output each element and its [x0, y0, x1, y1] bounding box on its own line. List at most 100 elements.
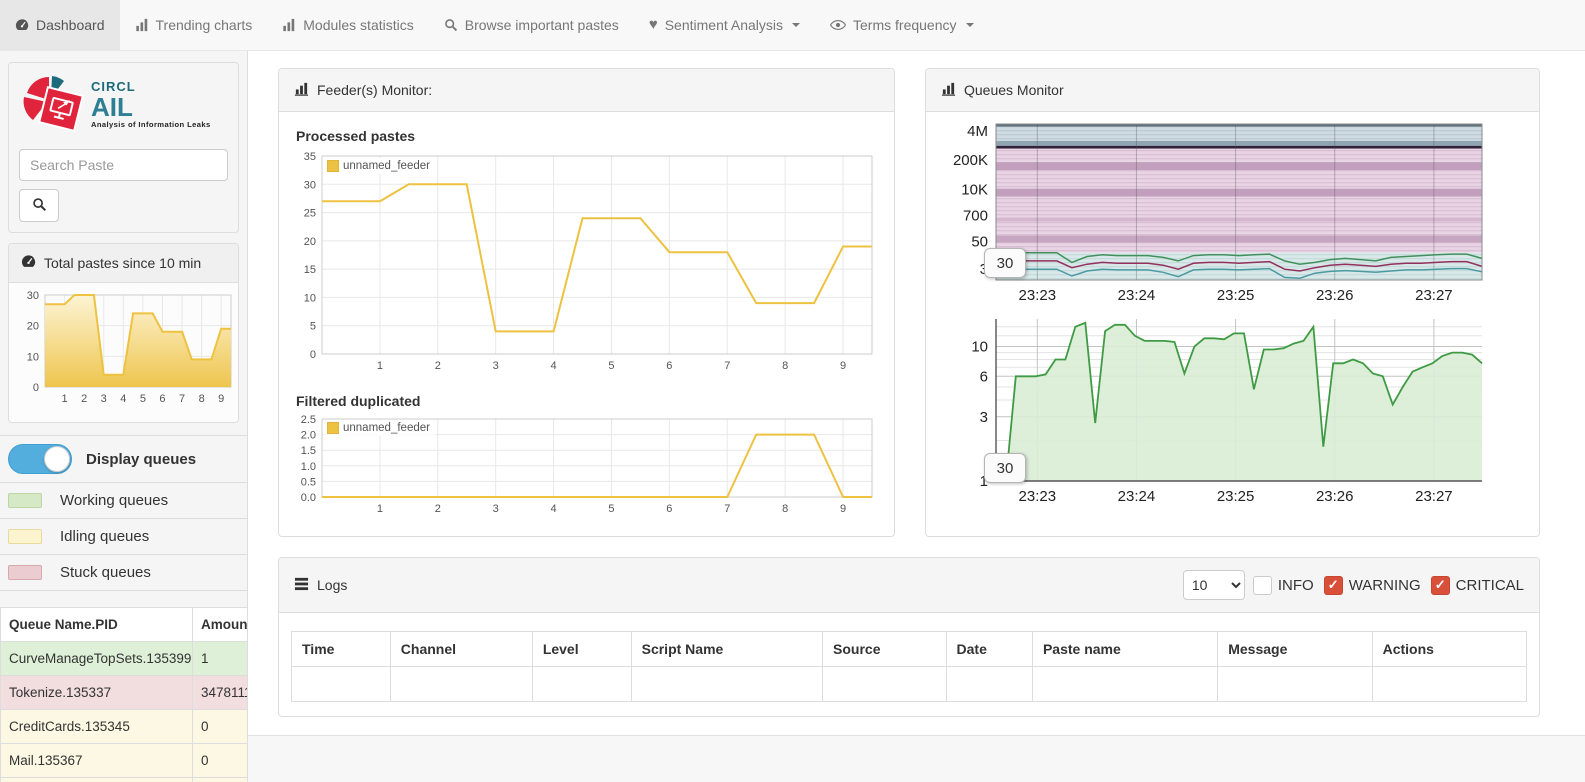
svg-text:10K: 10K: [961, 182, 988, 199]
logs-empty-cell: [389, 666, 533, 702]
logs-header-time: Time: [291, 631, 391, 667]
queue-name-cell: Tokenize.135337: [0, 675, 193, 710]
chevron-down-icon: [965, 23, 974, 27]
svg-text:1: 1: [62, 393, 68, 405]
filter-warning: ✓ WARNING: [1323, 575, 1421, 595]
queue-table-header-amount: Amount: [192, 607, 247, 642]
svg-text:2: 2: [435, 503, 441, 515]
svg-text:9: 9: [840, 503, 846, 515]
queue-row-tokenize-135337: Tokenize.135337 3478111: [0, 675, 247, 710]
svg-text:7: 7: [724, 503, 730, 515]
legend-swatch: [327, 422, 339, 434]
ail-logo: CIRCL AIL Analysis of Information Leaks: [19, 73, 228, 135]
brand-circl: CIRCL: [91, 78, 136, 94]
svg-text:23:23: 23:23: [1019, 287, 1057, 304]
queues-top-badge: 30: [984, 248, 1026, 278]
tachometer-icon: [21, 254, 36, 272]
logs-table-header-row: Time Channel Level Script Name Source Date Pas…: [291, 631, 1528, 667]
svg-text:2.5: 2.5: [301, 415, 316, 426]
svg-text:4: 4: [551, 360, 557, 372]
logs-header-paste-name: Paste name: [1031, 631, 1219, 667]
queues-panel-title: Queues Monitor: [964, 82, 1064, 98]
checkbox-warning[interactable]: ✓: [1323, 575, 1343, 595]
svg-text:2: 2: [81, 393, 87, 405]
svg-text:5: 5: [608, 503, 614, 515]
svg-text:23:24: 23:24: [1118, 287, 1156, 304]
svg-text:0: 0: [33, 382, 39, 394]
logs-empty-cell: [630, 666, 824, 702]
logs-level-filters: INFO ✓ WARNING ✓ CRITICAL: [1252, 575, 1524, 595]
svg-text:23:27: 23:27: [1415, 287, 1453, 304]
queue-row-curvemanagetopsets-135399: CurveManageTopSets.135399 1: [0, 641, 247, 676]
sidebar: CIRCL AIL Analysis of Information Leaks …: [0, 51, 248, 782]
filter-info: INFO: [1252, 575, 1314, 595]
nav-item-modules-statistics[interactable]: Modules statistics: [267, 0, 428, 50]
search-button[interactable]: [19, 189, 59, 222]
queue-name-cell: CreditCards.135345: [0, 709, 193, 744]
nav-item-label: Dashboard: [36, 17, 105, 33]
logs-header-actions: Actions: [1371, 631, 1528, 667]
queue-amount-cell: 0: [192, 777, 247, 782]
top-navbar: Dashboard Trending charts Modules statisti…: [0, 0, 1585, 51]
legend-item-stuck-queues: Stuck queues: [0, 555, 247, 591]
svg-text:4M: 4M: [967, 123, 988, 140]
logs-empty-cell: [1371, 666, 1528, 702]
svg-text:0.0: 0.0: [301, 492, 316, 504]
page-footer: [248, 735, 1585, 782]
logs-empty-cell: [291, 666, 391, 702]
svg-text:8: 8: [782, 503, 788, 515]
logs-header-message: Message: [1217, 631, 1373, 667]
nav-item-sentiment-analysis[interactable]: ♥ Sentiment Analysis: [634, 0, 815, 50]
nav-item-trending-charts[interactable]: Trending charts: [120, 0, 268, 50]
nav-item-label: Modules statistics: [303, 17, 414, 33]
search-paste-input[interactable]: [19, 149, 228, 181]
queue-row-mail-135367: Mail.135367 0: [0, 743, 247, 778]
svg-text:1: 1: [377, 503, 383, 515]
total-pastes-title: Total pastes since 10 min: [44, 255, 202, 271]
legend-item-working-queues: Working queues: [0, 483, 247, 519]
checkbox-critical[interactable]: ✓: [1430, 575, 1450, 595]
bar-chart-icon: [294, 81, 309, 99]
svg-text:3: 3: [980, 409, 988, 426]
svg-text:3: 3: [493, 360, 499, 372]
bar-chart-icon: [941, 81, 956, 99]
nav-item-terms-frequency[interactable]: Terms frequency: [815, 0, 988, 50]
search-icon: [444, 18, 458, 32]
logs-empty-cell: [945, 666, 1033, 702]
total-pastes-panel: Total pastes since 10 min 1 2 3 4 5 6 7 8 9 0 10 20…: [8, 243, 239, 423]
logs-page-size-select[interactable]: 10: [1182, 570, 1245, 600]
svg-text:0.5: 0.5: [301, 476, 316, 488]
feeder-monitor-panel: Feeder(s) Monitor: Processed pastes 1 2 3 4…: [278, 68, 895, 537]
logs-empty-cell: [531, 666, 632, 702]
queue-name-cell: CurveManageTopSets.135399: [0, 641, 193, 676]
legend-color-swatch: [8, 529, 42, 544]
svg-text:4: 4: [120, 393, 126, 405]
legend-label: Working queues: [60, 492, 169, 509]
svg-text:7: 7: [179, 393, 185, 405]
svg-text:10: 10: [304, 292, 316, 304]
filter-label: CRITICAL: [1455, 576, 1524, 594]
tachometer-icon: [15, 18, 29, 32]
svg-text:23:23: 23:23: [1019, 488, 1057, 505]
svg-text:2.0: 2.0: [301, 430, 316, 442]
nav-item-label: Trending charts: [155, 17, 253, 33]
queue-amount-cell: 0: [192, 743, 247, 778]
nav-item-label: Terms frequency: [853, 17, 957, 33]
list-icon: [294, 576, 309, 594]
nav-item-dashboard[interactable]: Dashboard: [0, 0, 120, 50]
queue-row-creditcards-135345: CreditCards.135345 0: [0, 709, 247, 744]
processed-pastes-chart: 1 2 3 4 5 6 7 8 9 0 5 10 15 20 25 30 35 unnamed_feeder: [294, 150, 879, 383]
queues-bottom-badge: 30: [984, 453, 1026, 483]
nav-item-browse-important-pastes[interactable]: Browse important pastes: [429, 0, 634, 50]
svg-text:6: 6: [666, 503, 672, 515]
legend-color-swatch: [8, 565, 42, 580]
svg-text:1: 1: [980, 473, 988, 490]
svg-text:0: 0: [310, 349, 316, 361]
brand-ail: AIL: [91, 91, 133, 122]
svg-text:20: 20: [27, 321, 39, 333]
display-queues-toggle[interactable]: [8, 444, 72, 474]
svg-text:10: 10: [27, 351, 39, 363]
queue-name-cell: Mail.135367: [0, 743, 193, 778]
checkbox-info[interactable]: [1252, 575, 1272, 595]
queue-amount-cell: 1: [192, 641, 247, 676]
